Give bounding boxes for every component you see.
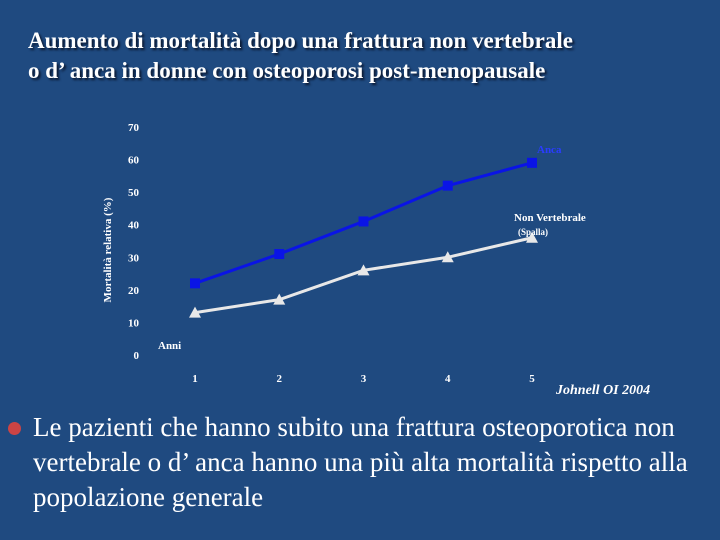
slide-title: Aumento di mortalità dopo una frattura n…	[28, 26, 708, 86]
series-sublabel-spalla: (Spalla)	[518, 227, 548, 237]
y-tick-label: 40	[128, 220, 140, 232]
bullet-dot-icon	[8, 422, 21, 435]
x-tick-label: 4	[445, 373, 451, 385]
data-point-non-vertebrale	[273, 293, 286, 305]
data-point-anca	[358, 216, 369, 227]
x-tick-label: 2	[277, 373, 283, 385]
y-tick-label: 50	[128, 187, 140, 199]
title-line-2: o d’ anca in donne con osteoporosi post-…	[28, 58, 546, 83]
y-tick-label: 10	[128, 317, 140, 329]
title-line-1: Aumento di mortalità dopo una frattura n…	[28, 28, 573, 53]
citation: Johnell OI 2004	[556, 383, 651, 398]
series-label-anca: Anca	[537, 144, 562, 156]
bullet-text: Le pazienti che hanno subito una frattur…	[33, 412, 688, 512]
x-tick-label: 3	[361, 373, 367, 385]
y-axis-label: Mortalità relativa (%)	[102, 197, 114, 302]
bullet-point: Le pazienti che hanno subito una frattur…	[8, 410, 708, 515]
y-tick-label: 0	[134, 350, 140, 362]
data-point-anca	[190, 278, 200, 289]
x-axis-label: Anni	[158, 340, 181, 352]
data-point-non-vertebrale	[189, 306, 201, 318]
data-point-anca	[527, 157, 537, 168]
data-point-anca	[274, 249, 285, 260]
y-tick-label: 20	[128, 285, 140, 297]
mortality-line-chart: 0 10 20 30 40 50 60 70 1 2 3 4 5 Mortalità relativa (…	[102, 122, 586, 385]
data-point-non-vertebrale	[526, 231, 538, 243]
data-point-non-vertebrale	[357, 264, 370, 276]
data-point-anca	[442, 180, 453, 191]
y-tick-label: 30	[128, 252, 140, 264]
y-tick-label: 60	[128, 155, 140, 167]
x-tick-label: 1	[192, 373, 198, 385]
series-label-non-vertebrale: Non Vertebrale	[514, 212, 586, 224]
y-tick-label: 70	[128, 122, 140, 134]
x-tick-label: 5	[529, 373, 535, 385]
data-point-non-vertebrale	[441, 251, 454, 263]
